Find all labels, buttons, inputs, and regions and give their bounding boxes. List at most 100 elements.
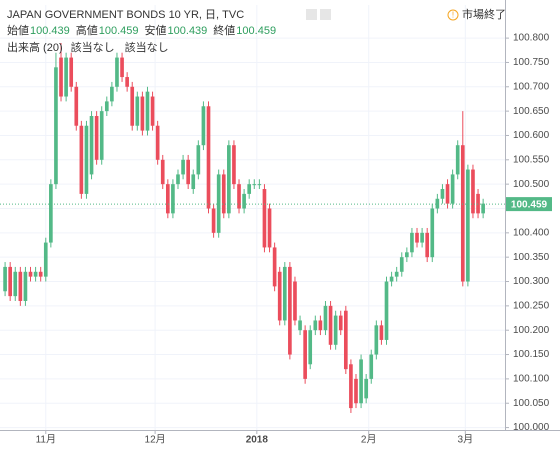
x-tick-label: 2018 xyxy=(246,435,269,446)
x-tick-label: 11月 xyxy=(36,434,56,446)
legend-value: 100.439 xyxy=(30,25,70,37)
candle-body xyxy=(94,115,99,160)
y-tick-label: 100.650 xyxy=(513,106,550,117)
candle-body xyxy=(49,184,53,243)
candle-body xyxy=(104,101,109,112)
plot-area xyxy=(0,5,505,430)
candle-body xyxy=(364,378,368,399)
candle-body xyxy=(420,232,424,243)
candle-body xyxy=(79,125,84,194)
candle-body xyxy=(354,378,358,404)
candle-body xyxy=(54,67,58,185)
candle-body xyxy=(262,189,267,248)
x-tick-label: 3月 xyxy=(458,434,474,446)
y-tick-label: 100.150 xyxy=(513,349,550,360)
candle-body xyxy=(64,57,68,97)
y-tick-label: 100.250 xyxy=(513,300,550,311)
candle-body xyxy=(201,106,206,146)
candle-body xyxy=(171,184,175,214)
candle-body xyxy=(333,315,338,345)
candle-body xyxy=(191,174,196,190)
candle-body xyxy=(293,281,297,321)
chart-title: JAPAN GOVERNMENT BONDS 10 YR, 日, TVC xyxy=(7,9,244,21)
candle-body xyxy=(405,252,409,258)
candle-body xyxy=(282,266,287,321)
candle-body xyxy=(323,305,328,331)
icon-button[interactable] xyxy=(306,9,317,20)
y-tick-label: 100.600 xyxy=(513,130,550,141)
candle-body xyxy=(288,266,292,355)
candle-body xyxy=(450,174,455,204)
candle-body xyxy=(33,271,38,277)
candle-body xyxy=(399,257,404,272)
candle-body xyxy=(369,354,374,379)
candle-body xyxy=(155,125,160,160)
y-tick-label: 100.400 xyxy=(513,227,550,238)
candle-body xyxy=(221,174,226,214)
candle-body xyxy=(257,184,262,186)
candle-body xyxy=(298,320,302,331)
candle-body xyxy=(110,86,114,102)
candle-body xyxy=(242,193,246,209)
candle-body xyxy=(445,184,450,204)
y-tick-label: 100.500 xyxy=(513,179,550,190)
market-status: 市場終了 xyxy=(462,7,506,21)
candle-body xyxy=(389,276,394,282)
y-tick-label: 100.750 xyxy=(513,57,550,68)
candle-body xyxy=(69,57,74,87)
candle-body xyxy=(384,281,389,340)
candle-body xyxy=(318,320,323,331)
candle-body xyxy=(120,57,124,78)
y-tick-label: 100.300 xyxy=(513,276,550,287)
y-tick-label: 100.050 xyxy=(513,398,550,409)
legend-key: 始値 xyxy=(7,23,29,37)
candle-body xyxy=(460,145,465,282)
candle-body xyxy=(186,159,190,185)
candle-body xyxy=(476,193,480,214)
y-tick-label: 100.700 xyxy=(513,81,550,92)
candle-body xyxy=(3,266,7,292)
candle-body xyxy=(394,271,399,277)
candle-body xyxy=(374,325,379,355)
candle-body xyxy=(135,96,140,126)
candle-body xyxy=(43,242,48,277)
candle-body xyxy=(115,57,119,87)
candle-body xyxy=(28,271,33,277)
y-tick-label: 100.800 xyxy=(513,33,550,44)
candle-body xyxy=(303,330,307,379)
candle-body xyxy=(84,125,89,194)
volume-value: 該当なし xyxy=(125,40,169,54)
legend-key: 高値 xyxy=(76,23,98,37)
candle-body xyxy=(471,169,475,214)
x-tick-label: 12月 xyxy=(145,434,166,446)
candle-body xyxy=(349,364,353,409)
candle-body xyxy=(130,86,135,126)
candle-body xyxy=(277,271,282,321)
volume-label: 出来高 (20) xyxy=(7,40,63,54)
candle-body xyxy=(176,174,180,185)
candle-body xyxy=(415,232,419,243)
y-tick-label: 100.200 xyxy=(513,325,550,336)
candle-body xyxy=(18,271,23,301)
candle-body xyxy=(99,111,104,160)
y-tick-label: 100.350 xyxy=(513,252,550,263)
status-icon xyxy=(447,9,459,21)
icon-button[interactable] xyxy=(320,9,331,20)
legend: JAPAN GOVERNMENT BONDS 10 YR, 日, TVC ! 市… xyxy=(7,7,506,54)
legend-key: 終値 xyxy=(213,23,235,37)
candle-body xyxy=(13,271,18,297)
candle-body xyxy=(359,359,363,404)
candle-body xyxy=(237,184,241,209)
candle-body xyxy=(59,57,63,97)
candle-body xyxy=(272,247,277,287)
legend-key: 安値 xyxy=(145,23,167,37)
candle-body xyxy=(252,184,257,186)
candle-body xyxy=(216,174,221,233)
candle-body xyxy=(313,320,318,331)
candle-body xyxy=(206,106,211,209)
last-price-tag xyxy=(506,197,552,212)
candle-body xyxy=(23,271,28,301)
status-icon-mark: ! xyxy=(452,11,454,20)
candle-body xyxy=(308,330,313,365)
